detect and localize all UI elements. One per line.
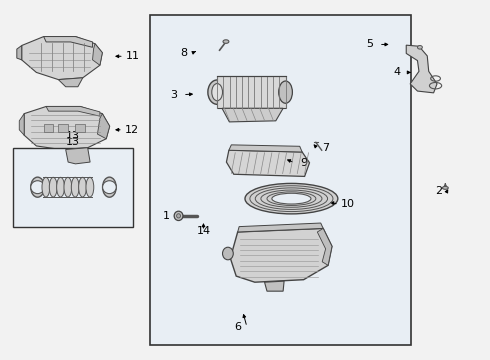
Polygon shape xyxy=(98,114,110,139)
Ellipse shape xyxy=(442,186,448,189)
Polygon shape xyxy=(93,44,102,65)
Ellipse shape xyxy=(102,177,116,197)
Polygon shape xyxy=(66,148,90,164)
Polygon shape xyxy=(229,145,302,152)
Polygon shape xyxy=(19,114,24,135)
Bar xyxy=(44,125,53,132)
Ellipse shape xyxy=(72,177,79,197)
Ellipse shape xyxy=(212,84,222,101)
Ellipse shape xyxy=(31,177,45,197)
Bar xyxy=(217,76,286,108)
Polygon shape xyxy=(24,107,110,149)
Text: 9: 9 xyxy=(300,158,307,168)
Ellipse shape xyxy=(245,183,338,214)
Text: 13: 13 xyxy=(66,138,80,147)
Text: 10: 10 xyxy=(341,199,355,210)
Text: 7: 7 xyxy=(322,143,329,153)
Ellipse shape xyxy=(31,181,45,194)
Ellipse shape xyxy=(279,81,293,103)
Polygon shape xyxy=(265,281,284,291)
Polygon shape xyxy=(318,228,332,265)
Text: 6: 6 xyxy=(235,322,242,332)
Bar xyxy=(13,148,133,226)
Text: 3: 3 xyxy=(171,90,178,100)
Polygon shape xyxy=(58,78,83,87)
Text: 12: 12 xyxy=(124,125,139,135)
Bar xyxy=(150,15,411,345)
Polygon shape xyxy=(238,223,323,232)
Text: 4: 4 xyxy=(394,67,401,77)
Bar xyxy=(75,125,85,132)
Polygon shape xyxy=(222,108,283,122)
Text: 11: 11 xyxy=(125,51,140,61)
Ellipse shape xyxy=(208,80,226,104)
Ellipse shape xyxy=(272,193,311,204)
Polygon shape xyxy=(17,45,22,60)
Ellipse shape xyxy=(222,247,233,260)
Ellipse shape xyxy=(57,177,65,197)
Text: 2: 2 xyxy=(435,186,442,196)
Text: 13: 13 xyxy=(66,131,80,141)
Ellipse shape xyxy=(78,177,86,197)
Ellipse shape xyxy=(49,177,57,197)
Ellipse shape xyxy=(223,40,229,43)
Ellipse shape xyxy=(42,177,50,197)
Ellipse shape xyxy=(86,177,94,197)
Polygon shape xyxy=(406,45,437,93)
Bar xyxy=(58,125,68,132)
Bar xyxy=(44,177,92,197)
Polygon shape xyxy=(46,107,100,116)
Ellipse shape xyxy=(102,181,116,194)
Text: 1: 1 xyxy=(162,211,170,221)
Text: 5: 5 xyxy=(367,40,373,49)
Text: 8: 8 xyxy=(180,48,188,58)
Polygon shape xyxy=(44,37,93,47)
Text: 14: 14 xyxy=(196,226,211,236)
Ellipse shape xyxy=(417,45,422,49)
Ellipse shape xyxy=(176,214,180,218)
Polygon shape xyxy=(230,228,332,282)
Ellipse shape xyxy=(64,177,72,197)
Polygon shape xyxy=(22,37,102,80)
Polygon shape xyxy=(226,150,310,176)
Ellipse shape xyxy=(174,211,183,221)
